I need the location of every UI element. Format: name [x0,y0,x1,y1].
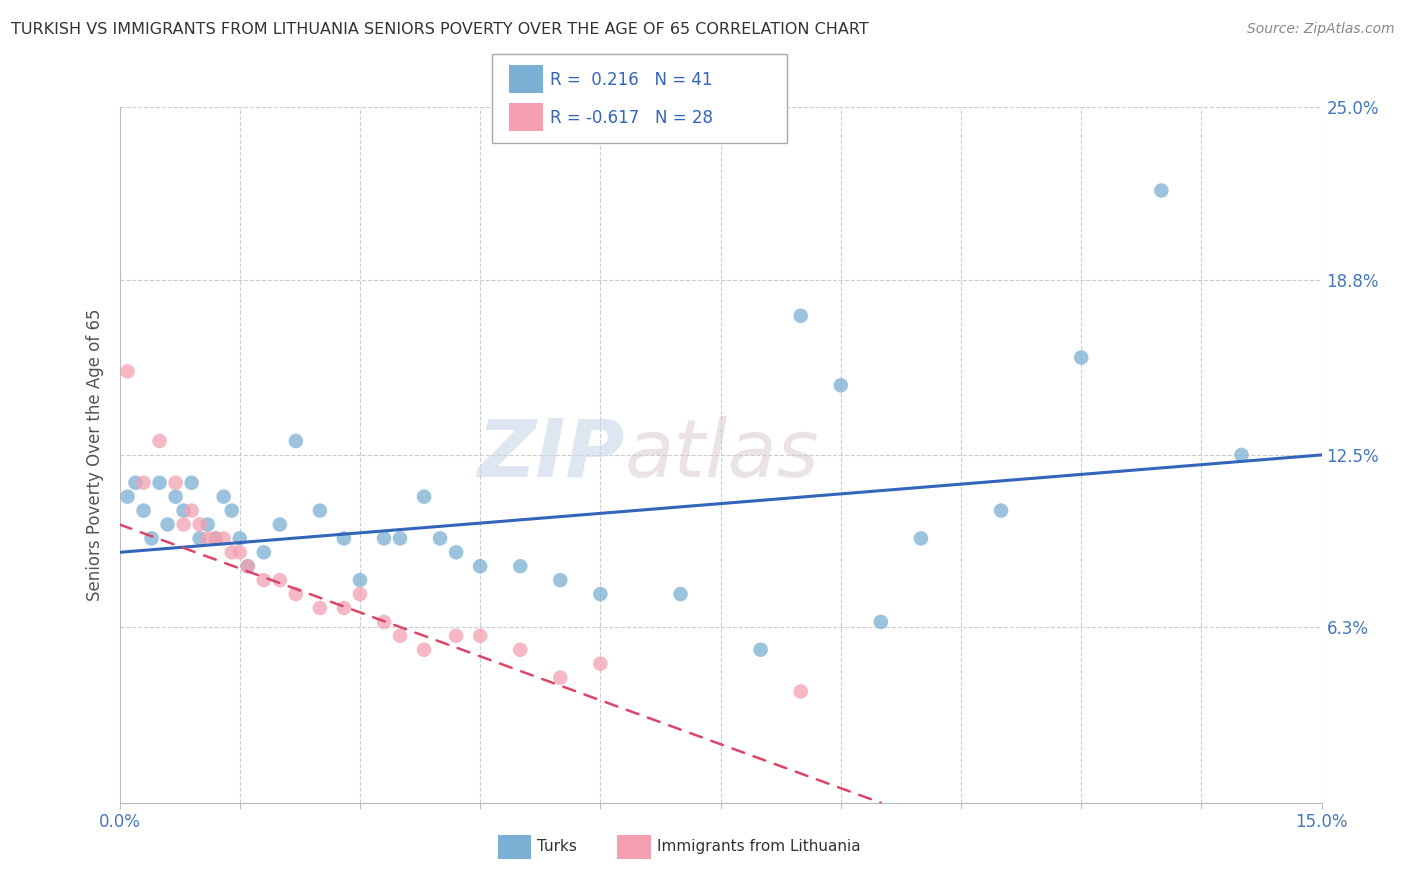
Point [284,434,307,448]
Point [188,532,211,546]
Point [253,573,276,587]
Point [349,573,371,587]
Point [212,532,235,546]
Text: R =  0.216   N = 41: R = 0.216 N = 41 [550,71,713,89]
Point [349,587,371,601]
Point [221,545,243,559]
Point [309,601,332,615]
Point [589,587,612,601]
Point [669,587,692,601]
Point [1230,448,1253,462]
Point [117,490,139,504]
Point [830,378,852,392]
Point [869,615,893,629]
Point [173,517,195,532]
Point [173,503,195,517]
Point [269,573,291,587]
Point [413,490,436,504]
Point [212,490,235,504]
Point [429,532,451,546]
Point [236,559,259,574]
Point [204,532,226,546]
Point [550,573,572,587]
Point [132,475,155,490]
Point [1070,351,1092,365]
Text: TURKISH VS IMMIGRANTS FROM LITHUANIA SENIORS POVERTY OVER THE AGE OF 65 CORRELAT: TURKISH VS IMMIGRANTS FROM LITHUANIA SEN… [11,22,869,37]
Text: Immigrants from Lithuania: Immigrants from Lithuania [657,839,860,854]
Point [910,532,932,546]
Point [149,475,172,490]
Point [388,532,412,546]
Point [124,475,146,490]
Point [284,587,307,601]
Point [444,629,467,643]
Point [333,532,356,546]
Text: ZIP: ZIP [477,416,624,494]
Point [309,503,332,517]
Point [165,490,187,504]
Text: Source: ZipAtlas.com: Source: ZipAtlas.com [1247,22,1395,37]
Point [197,532,219,546]
Point [156,517,179,532]
Point [117,364,139,378]
Point [132,503,155,517]
Point [749,642,772,657]
Point [141,532,163,546]
Point [165,475,187,490]
Point [228,545,252,559]
Point [589,657,612,671]
Point [204,532,226,546]
Point [197,517,219,532]
Text: Turks: Turks [537,839,576,854]
Point [253,545,276,559]
Point [468,559,492,574]
Point [269,517,291,532]
Point [413,642,436,657]
Point [373,615,395,629]
Point [509,559,531,574]
Point [550,671,572,685]
Y-axis label: Seniors Poverty Over the Age of 65: Seniors Poverty Over the Age of 65 [86,309,104,601]
Text: R = -0.617   N = 28: R = -0.617 N = 28 [550,109,713,128]
Point [1150,184,1173,198]
Text: atlas: atlas [624,416,820,494]
Point [790,684,813,698]
Point [990,503,1012,517]
Point [373,532,395,546]
Point [188,517,211,532]
Point [388,629,412,643]
Point [180,503,202,517]
Point [333,601,356,615]
Point [509,642,531,657]
Point [228,532,252,546]
Point [468,629,492,643]
Point [444,545,467,559]
Point [790,309,813,323]
Point [221,503,243,517]
Point [149,434,172,448]
Point [180,475,202,490]
Point [236,559,259,574]
